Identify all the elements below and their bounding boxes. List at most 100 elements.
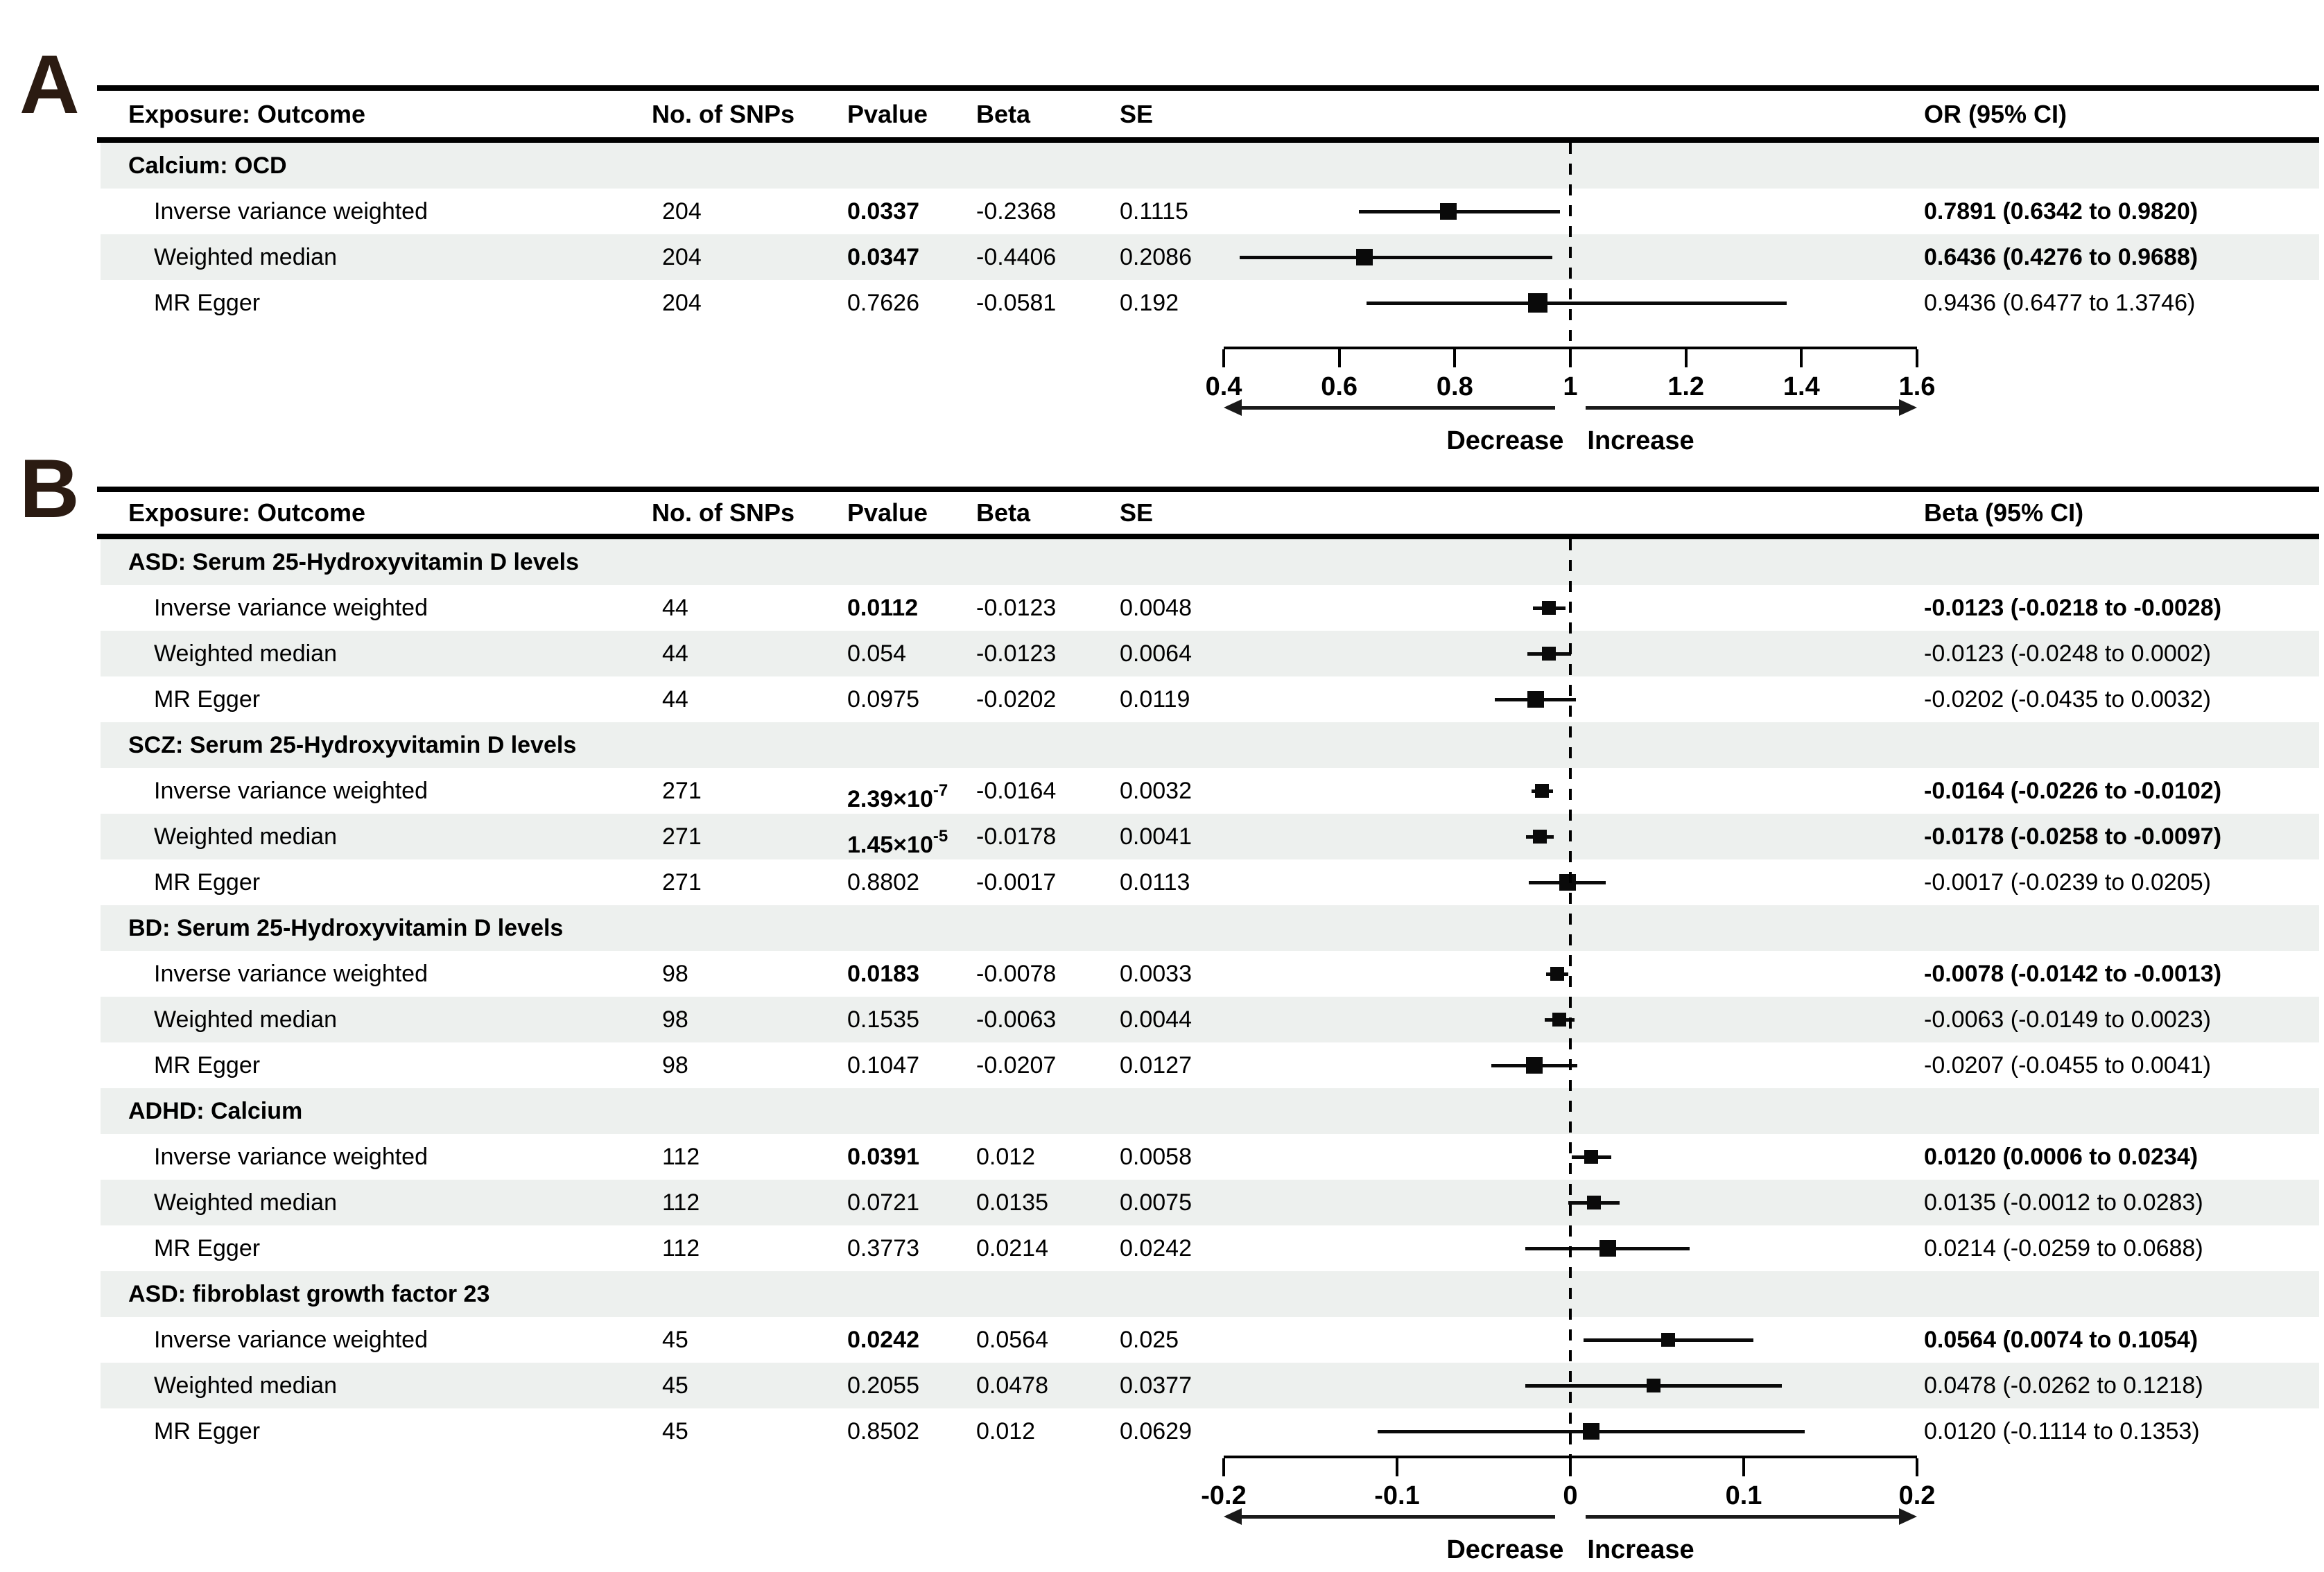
se-cell: 0.192	[1120, 290, 1179, 316]
se-cell: 0.0044	[1120, 1006, 1192, 1033]
method-cell: Weighted median	[154, 1189, 337, 1216]
panel-label: A	[19, 38, 80, 131]
table-row: Weighted median 271 1.45×10-5 -0.0178 0.0041…	[101, 814, 2319, 859]
beta-cell: -0.4406	[976, 244, 1057, 270]
beta-cell: -0.0581	[976, 290, 1057, 316]
ci-line	[1377, 1430, 1805, 1433]
table-row: MR Egger 204 0.7626 -0.0581 0.192 0.9436 (0.6…	[101, 280, 2319, 326]
forest-marker	[1646, 1379, 1660, 1392]
beta-cell: -0.0078	[976, 961, 1057, 987]
snps-cell: 98	[662, 1006, 688, 1033]
snps-cell: 271	[662, 869, 702, 896]
pvalue-text: 0.1047	[847, 1052, 919, 1078]
beta-cell: -0.0178	[976, 823, 1057, 850]
pvalue-text: 0.0183	[847, 961, 919, 987]
ci-line	[1531, 789, 1553, 793]
forest-marker	[1527, 691, 1544, 708]
ci-cell: 0.0478 (-0.0262 to 0.1218)	[1924, 1372, 2203, 1399]
group-header-row: ASD: fibroblast growth factor 23	[101, 1271, 2319, 1317]
forest-marker	[1550, 967, 1564, 981]
ci-line	[1532, 606, 1566, 610]
method-cell: Weighted median	[154, 823, 337, 850]
pvalue-cell: 0.0183	[847, 951, 919, 997]
ci-cell: -0.0164 (-0.0226 to -0.0102)	[1924, 778, 2222, 804]
pvalue-cell: 0.0721	[847, 1180, 919, 1225]
column-header-no-of-snps: No. of SNPs	[652, 100, 795, 128]
forest-marker	[1526, 1057, 1543, 1074]
pvalue-text: 0.0337	[847, 198, 919, 225]
pvalue-cell: 1.45×10-5	[847, 814, 948, 868]
group-title: ASD: Serum 25-Hydroxyvitamin D levels	[128, 549, 580, 575]
axis-tick	[1222, 1458, 1225, 1476]
beta-cell: 0.0564	[976, 1327, 1048, 1353]
ci-line	[1568, 1201, 1620, 1205]
axis-tick-label: 0.4	[1205, 372, 1242, 401]
forest-marker	[1559, 874, 1576, 891]
beta-cell: 0.012	[976, 1144, 1036, 1170]
snps-cell: 204	[662, 290, 702, 316]
ci-cell: 0.0214 (-0.0259 to 0.0688)	[1924, 1235, 2203, 1261]
forest-marker	[1599, 1240, 1616, 1257]
axis-tick	[1742, 1458, 1745, 1476]
pvalue-cell: 0.8502	[847, 1408, 919, 1454]
method-cell: MR Egger	[154, 1418, 261, 1444]
axis-tick-label: 1.2	[1667, 372, 1705, 401]
axis-tick	[1396, 1458, 1398, 1476]
table-row: MR Egger 44 0.0975 -0.0202 0.0119 -0.0202 (-0…	[101, 676, 2319, 722]
snps-cell: 44	[662, 686, 688, 713]
ci-cell: -0.0078 (-0.0142 to -0.0013)	[1924, 961, 2222, 987]
pvalue-cell: 0.0391	[847, 1134, 919, 1180]
axis-line	[1224, 1456, 1917, 1458]
snps-cell: 98	[662, 1052, 688, 1078]
column-header-se: SE	[1120, 498, 1154, 527]
group-title: Calcium: OCD	[128, 152, 287, 179]
axis-tick	[1800, 349, 1803, 367]
ci-cell: -0.0017 (-0.0239 to 0.0205)	[1924, 869, 2211, 896]
pvalue-cell: 2.39×10-7	[847, 768, 948, 822]
se-cell: 0.0041	[1120, 823, 1192, 850]
method-cell: Inverse variance weighted	[154, 961, 428, 987]
arrow-left-icon	[1224, 399, 1242, 416]
column-header-pvalue: Pvalue	[847, 498, 928, 527]
header-bottom-rule	[97, 534, 2319, 539]
pvalue-text: 0.0975	[847, 686, 919, 713]
header-bottom-rule	[97, 137, 2319, 143]
se-cell: 0.0032	[1120, 778, 1192, 804]
forest-marker	[1661, 1333, 1675, 1347]
column-header-se: SE	[1120, 100, 1154, 128]
snps-cell: 98	[662, 961, 688, 987]
se-cell: 0.0242	[1120, 1235, 1192, 1261]
beta-cell: -0.0123	[976, 595, 1057, 621]
pvalue-cell: 0.2055	[847, 1363, 919, 1408]
ci-line	[1367, 302, 1787, 305]
pvalue-text: 0.0721	[847, 1189, 919, 1216]
axis-tick	[1916, 1458, 1918, 1476]
ci-line	[1240, 256, 1552, 259]
axis-tick-label: 1.4	[1783, 372, 1820, 401]
column-header-exposure-outcome: Exposure: Outcome	[128, 100, 366, 128]
ci-line	[1525, 835, 1554, 839]
column-header-no-of-snps: No. of SNPs	[652, 498, 795, 527]
ci-line	[1527, 652, 1571, 656]
pvalue-cell: 0.3773	[847, 1225, 919, 1271]
axis-tick-label: -0.1	[1374, 1481, 1420, 1510]
pvalue-exponent: -7	[933, 781, 948, 800]
ci-line	[1525, 1247, 1690, 1250]
se-cell: 0.0048	[1120, 595, 1192, 621]
forest-marker	[1542, 601, 1556, 615]
method-cell: Weighted median	[154, 244, 337, 270]
group-header-row: ASD: Serum 25-Hydroxyvitamin D levels	[101, 539, 2319, 585]
beta-cell: 0.0478	[976, 1372, 1048, 1399]
group-header-row: SCZ: Serum 25-Hydroxyvitamin D levels	[101, 722, 2319, 768]
axis-tick-label: -0.2	[1201, 1481, 1247, 1510]
direction-labels: Decrease Increase	[1224, 1535, 1917, 1565]
forest-marker	[1542, 647, 1556, 661]
ci-cell: 0.0120 (-0.1114 to 0.1353)	[1924, 1418, 2200, 1444]
pvalue-text: 0.8502	[847, 1418, 919, 1444]
forest-marker	[1532, 830, 1547, 844]
axis-tick	[1337, 349, 1341, 367]
ci-cell: 0.6436 (0.4276 to 0.9688)	[1924, 244, 2199, 270]
pvalue-text: 0.8802	[847, 869, 919, 896]
beta-cell: -0.0202	[976, 686, 1057, 713]
arrow-left-line	[1240, 406, 1555, 410]
